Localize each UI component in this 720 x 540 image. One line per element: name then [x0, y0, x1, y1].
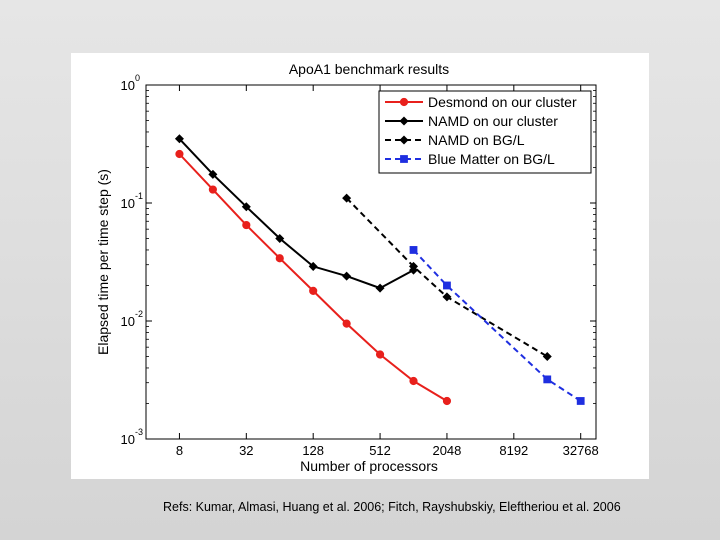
- y-tick-label-base: 10: [121, 432, 135, 447]
- y-axis-label: Elapsed time per time step (s): [95, 169, 111, 355]
- legend-marker: [399, 97, 409, 107]
- series-line: [412, 249, 582, 402]
- series-desmond-on-our-cluster: [175, 149, 452, 406]
- data-point: [175, 149, 184, 159]
- chart-figure: ApoA1 benchmark results 10 0 10 -1 10 -2 10 -3 8…: [71, 53, 649, 479]
- data-point: [443, 281, 451, 290]
- data-point: [208, 169, 218, 179]
- y-tick-label-exponent: -2: [135, 309, 143, 319]
- series-namd-on-our-cluster: [174, 134, 419, 293]
- data-point: [309, 286, 318, 295]
- y-tick-label-exponent: -3: [135, 427, 143, 437]
- y-tick-label-exponent: -1: [135, 191, 143, 201]
- legend-box: [378, 90, 592, 174]
- y-tick-label-base: 10: [121, 196, 135, 211]
- legend-marker: [399, 116, 409, 126]
- data-point: [576, 397, 585, 405]
- data-point: [342, 319, 351, 328]
- y-tick-label-exponent: 0: [135, 73, 140, 83]
- x-tick-label: 32768: [563, 443, 599, 458]
- data-point: [342, 193, 352, 203]
- x-tick-label: 2048: [432, 443, 461, 458]
- data-point: [208, 185, 217, 194]
- series-line: [178, 138, 414, 290]
- series-namd-on-bg-l: [342, 193, 552, 362]
- x-tick-label: 128: [302, 443, 324, 458]
- data-point: [408, 261, 419, 271]
- x-axis-label: Number of processors: [300, 458, 438, 474]
- legend: Desmond on our cluster NAMD on our cluste…: [378, 90, 592, 174]
- data-point: [442, 396, 452, 406]
- x-tick-label: 512: [369, 443, 391, 458]
- x-tick-label: 8192: [499, 443, 528, 458]
- data-point: [542, 352, 552, 362]
- x-tick-label: 32: [239, 443, 253, 458]
- data-point: [543, 375, 552, 384]
- data-point: [308, 261, 318, 271]
- data-point: [442, 292, 452, 302]
- y-tick-label-base: 10: [121, 314, 135, 329]
- series-blue-matter-on-bg-l: [409, 246, 585, 405]
- data-point: [409, 376, 418, 386]
- references-caption: Refs: Kumar, Almasi, Huang et al. 2006; …: [163, 500, 621, 514]
- x-tick-label: 8: [176, 443, 183, 458]
- data-point: [275, 254, 284, 263]
- data-point: [409, 246, 418, 254]
- data-point: [241, 202, 251, 212]
- data-point: [275, 234, 285, 244]
- data-point: [342, 271, 352, 281]
- chart-title: ApoA1 benchmark results: [289, 61, 449, 77]
- legend-label: NAMD on our cluster: [428, 113, 558, 129]
- data-point: [242, 220, 251, 230]
- y-tick-label-base: 10: [121, 78, 135, 93]
- legend-label: Desmond on our cluster: [428, 94, 577, 110]
- benchmark-chart: ApoA1 benchmark results 10 010 -110 -210 -38…: [95, 61, 599, 474]
- legend-marker: [400, 155, 408, 163]
- data-point: [375, 283, 385, 293]
- legend-label: NAMD on BG/L: [428, 132, 525, 148]
- legend-label: Blue Matter on BG/L: [428, 151, 555, 167]
- data-point: [375, 350, 385, 359]
- data-point: [174, 134, 184, 144]
- legend-marker: [399, 135, 409, 145]
